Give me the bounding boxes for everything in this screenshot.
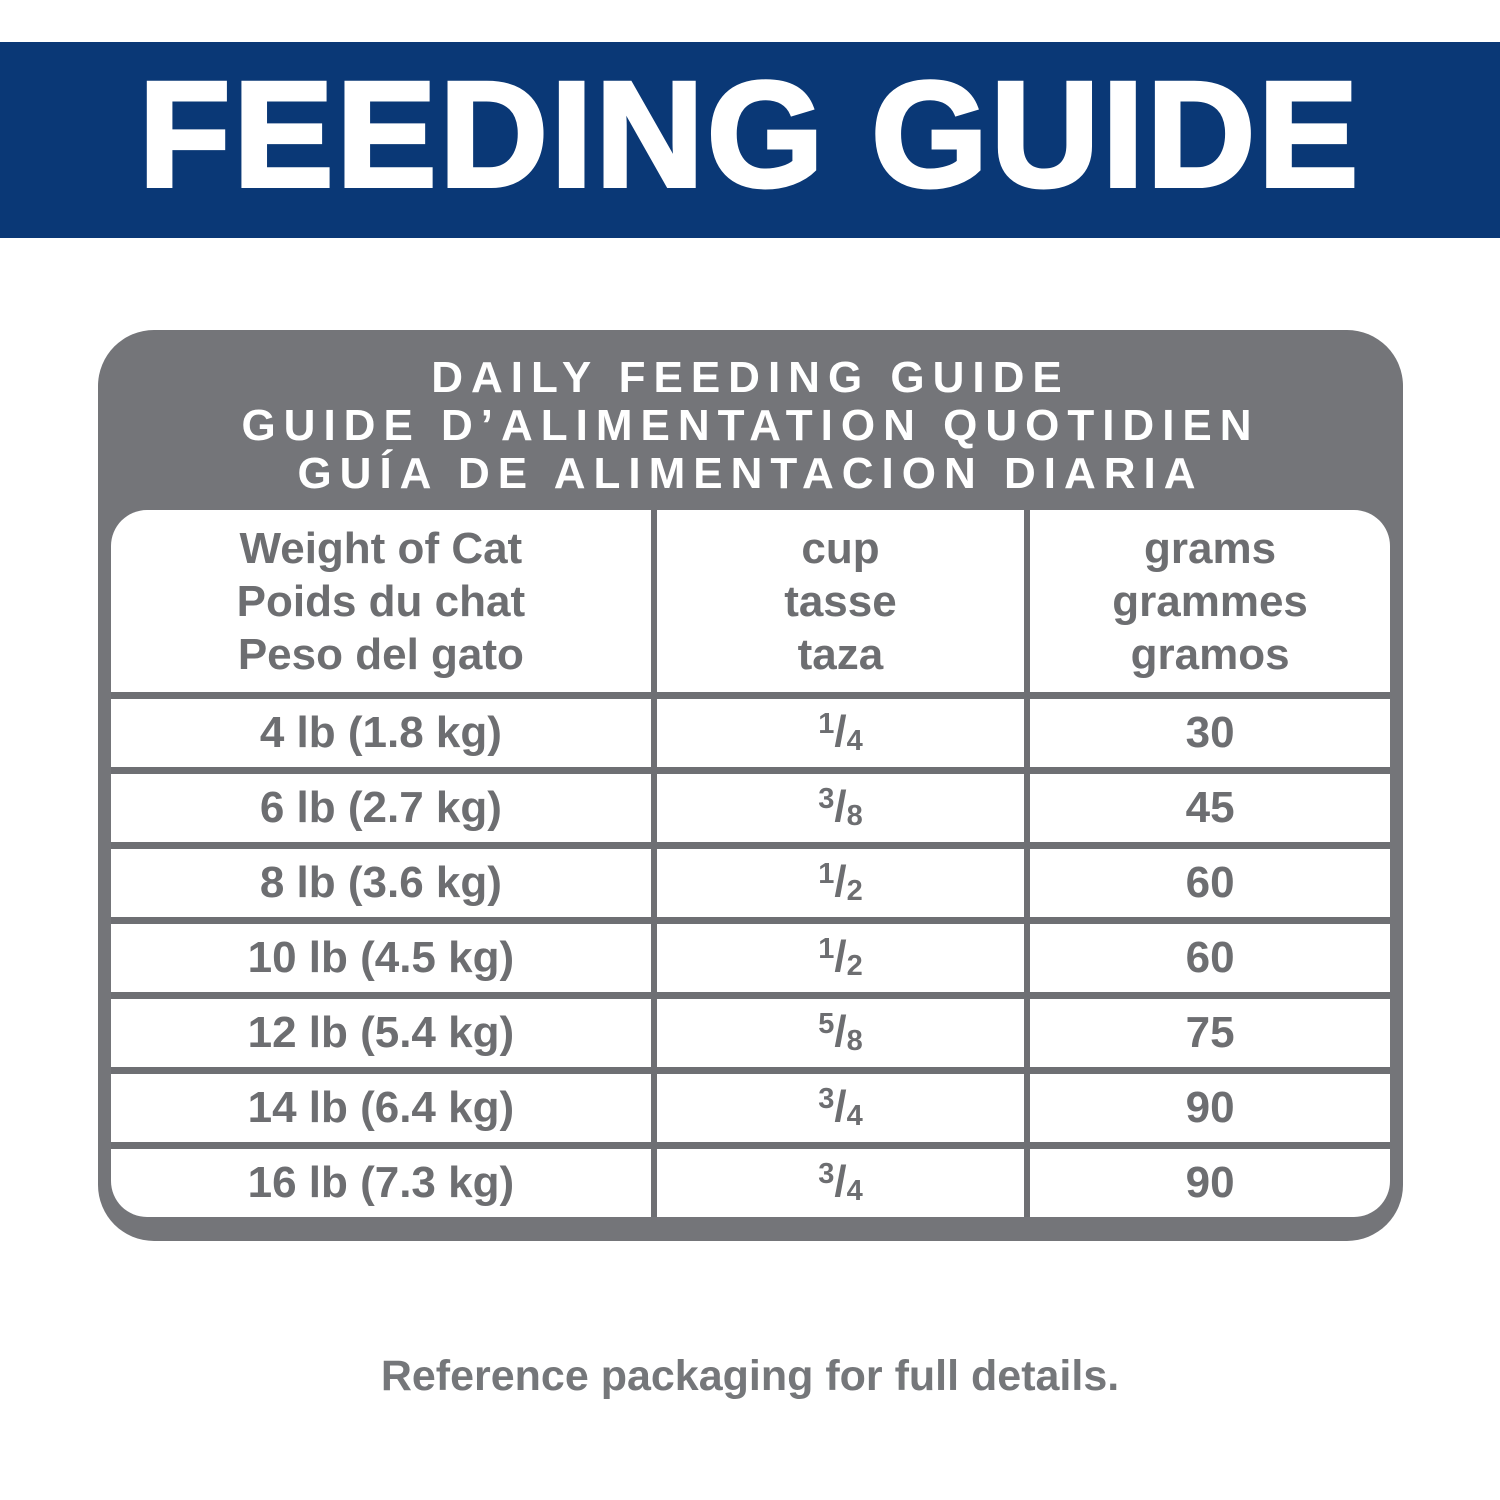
fraction-numerator: 1 bbox=[818, 858, 835, 890]
fraction-numerator: 3 bbox=[818, 783, 835, 815]
banner-title: FEEDING GUIDE bbox=[137, 48, 1362, 220]
card-title-line-fr: GUIDE D’ALIMENTATION QUOTIDIEN bbox=[241, 401, 1260, 450]
header-line: gramos bbox=[1130, 629, 1290, 679]
feeding-guide-banner: FEEDING GUIDE bbox=[0, 42, 1500, 238]
table-header-row: Weight of Cat Poids du chat Peso del gat… bbox=[111, 510, 1390, 692]
cup-cell: 1/2 bbox=[650, 849, 1024, 917]
weight-cell: 6 lb (2.7 kg) bbox=[259, 783, 502, 832]
cup-cell: 1/2 bbox=[650, 924, 1024, 992]
fraction-denominator: 2 bbox=[846, 875, 863, 907]
fraction-denominator: 2 bbox=[846, 950, 863, 982]
weight-cell: 8 lb (3.6 kg) bbox=[259, 858, 502, 907]
header-line: tasse bbox=[784, 576, 897, 626]
footer-note: Reference packaging for full details. bbox=[380, 1352, 1120, 1400]
fraction-numerator: 1 bbox=[818, 708, 835, 740]
column-header-cup: cup tasse taza bbox=[650, 510, 1024, 692]
feeding-card: DAILY FEEDING GUIDE GUIDE D’ALIMENTATION… bbox=[98, 330, 1403, 1241]
table-row: 12 lb (5.4 kg) 5/8 75 bbox=[111, 992, 1390, 1067]
card-title-line-en: DAILY FEEDING GUIDE bbox=[431, 353, 1070, 402]
fraction-denominator: 4 bbox=[846, 1175, 863, 1207]
card-title-line-es: GUÍA DE ALIMENTACION DIARIA bbox=[297, 449, 1204, 498]
header-line: cup bbox=[801, 523, 880, 573]
fraction-numerator: 1 bbox=[818, 933, 835, 965]
fraction-slash: / bbox=[834, 857, 847, 906]
header-line: taza bbox=[797, 629, 884, 679]
grams-cell: 60 bbox=[1024, 924, 1390, 992]
grams-cell: 45 bbox=[1024, 774, 1390, 842]
fraction-slash: / bbox=[834, 932, 847, 981]
table-row: 10 lb (4.5 kg) 1/2 60 bbox=[111, 917, 1390, 992]
fraction-slash: / bbox=[834, 1007, 847, 1056]
header-line: grammes bbox=[1112, 576, 1308, 626]
fraction-denominator: 4 bbox=[846, 1100, 863, 1132]
weight-cell: 4 lb (1.8 kg) bbox=[259, 708, 502, 757]
weight-cell: 10 lb (4.5 kg) bbox=[247, 933, 515, 982]
header-line: Peso del gato bbox=[237, 629, 524, 679]
weight-cell: 14 lb (6.4 kg) bbox=[247, 1083, 515, 1132]
table-row: 16 lb (7.3 kg) 3/4 90 bbox=[111, 1142, 1390, 1217]
card-title: DAILY FEEDING GUIDE GUIDE D’ALIMENTATION… bbox=[111, 346, 1390, 510]
fraction-slash: / bbox=[834, 1157, 847, 1206]
fraction-numerator: 5 bbox=[818, 1008, 835, 1040]
column-header-weight: Weight of Cat Poids du chat Peso del gat… bbox=[111, 510, 651, 692]
table-row: 6 lb (2.7 kg) 3/8 45 bbox=[111, 767, 1390, 842]
table-row: 8 lb (3.6 kg) 1/2 60 bbox=[111, 842, 1390, 917]
fraction-numerator: 3 bbox=[818, 1083, 835, 1115]
column-header-grams: grams grammes gramos bbox=[1024, 510, 1390, 692]
cup-cell: 3/8 bbox=[650, 774, 1024, 842]
grams-cell: 60 bbox=[1024, 849, 1390, 917]
fraction-slash: / bbox=[834, 1082, 847, 1131]
header-line: Poids du chat bbox=[236, 576, 526, 626]
cup-cell: 3/4 bbox=[650, 1149, 1024, 1217]
cup-cell: 5/8 bbox=[650, 999, 1024, 1067]
grams-cell: 90 bbox=[1024, 1074, 1390, 1142]
grams-cell: 75 bbox=[1024, 999, 1390, 1067]
fraction-slash: / bbox=[834, 782, 847, 831]
fraction-denominator: 8 bbox=[846, 1025, 863, 1057]
weight-cell: 12 lb (5.4 kg) bbox=[247, 1008, 515, 1057]
grams-cell: 30 bbox=[1024, 699, 1390, 767]
fraction-numerator: 3 bbox=[818, 1158, 835, 1190]
cup-cell: 3/4 bbox=[650, 1074, 1024, 1142]
grams-cell: 90 bbox=[1024, 1149, 1390, 1217]
weight-cell: 16 lb (7.3 kg) bbox=[247, 1158, 515, 1207]
fraction-denominator: 4 bbox=[846, 725, 863, 757]
table-row: 4 lb (1.8 kg) 1/4 30 bbox=[111, 692, 1390, 767]
cup-cell: 1/4 bbox=[650, 699, 1024, 767]
feeding-table: Weight of Cat Poids du chat Peso del gat… bbox=[111, 510, 1390, 1217]
table-row: 14 lb (6.4 kg) 3/4 90 bbox=[111, 1067, 1390, 1142]
fraction-slash: / bbox=[834, 707, 847, 756]
fraction-denominator: 8 bbox=[846, 800, 863, 832]
header-line: Weight of Cat bbox=[239, 523, 523, 573]
header-line: grams bbox=[1144, 523, 1277, 573]
